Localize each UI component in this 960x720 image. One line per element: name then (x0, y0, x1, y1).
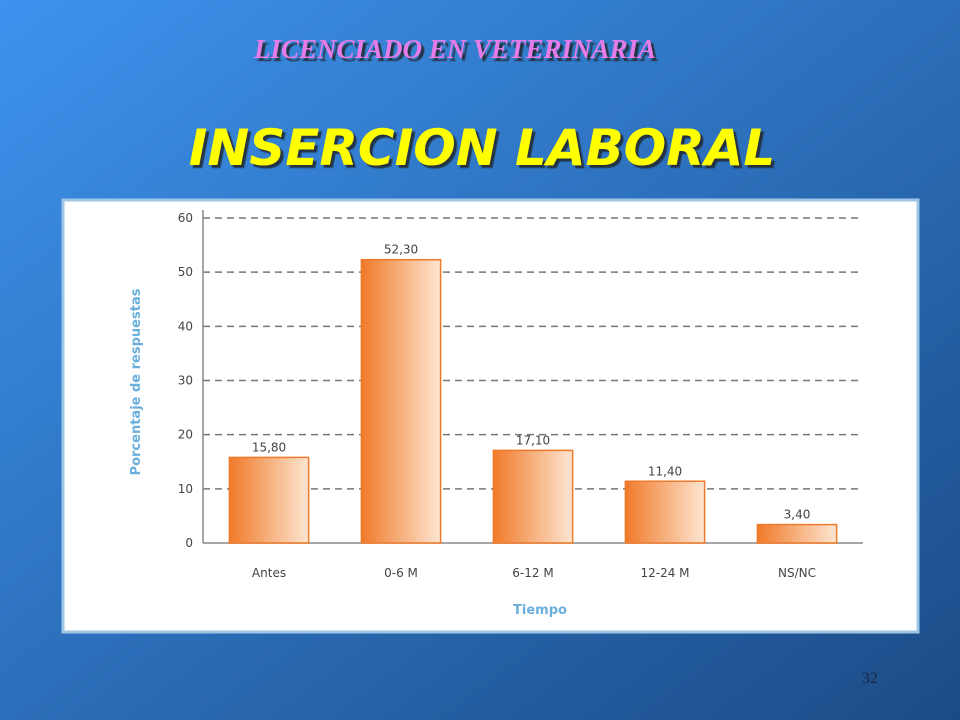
value-label: 3,40 (784, 508, 811, 522)
value-label: 52,30 (384, 243, 418, 257)
y-axis-label: Porcentaje de respuestas (129, 288, 144, 475)
y-tick-label: 30 (178, 374, 193, 388)
y-tick-label: 0 (185, 536, 193, 550)
x-tick-label: 0-6 M (384, 566, 418, 580)
bar (360, 258, 442, 544)
y-tick-label: 40 (178, 319, 193, 333)
bar (756, 523, 838, 544)
x-axis-label: Tiempo (513, 603, 567, 618)
x-tick-label: Antes (252, 566, 286, 580)
value-label: 15,80 (252, 440, 286, 454)
slide-title: INSERCION LABORAL (189, 119, 775, 177)
value-label: 11,40 (648, 464, 682, 478)
bar (228, 456, 310, 544)
bar (624, 480, 706, 544)
x-tick-label: 6-12 M (512, 566, 553, 580)
x-tick-label: NS/NC (778, 566, 816, 580)
y-tick-label: 60 (178, 211, 193, 225)
slide-header: LICENCIADO EN VETERINARIA (253, 34, 656, 64)
y-tick-label: 10 (178, 482, 193, 496)
y-tick-label: 20 (178, 428, 193, 442)
y-tick-label: 50 (178, 265, 193, 279)
page-number: 32 (862, 670, 878, 687)
value-label: 17,10 (516, 433, 550, 447)
bar (492, 449, 574, 544)
x-tick-label: 12-24 M (640, 566, 689, 580)
